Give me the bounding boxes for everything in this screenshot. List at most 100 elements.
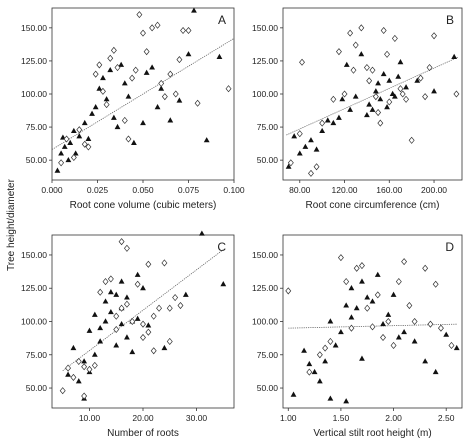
- panel-d: 1.00 1.50 2.00 2.50 50.00 75.00 100.00 125.00 15…: [252, 234, 463, 439]
- diamond-point: [96, 61, 103, 69]
- triangle-point: [369, 106, 376, 112]
- diamond-point: [417, 74, 424, 82]
- panel-letter: A: [218, 13, 226, 27]
- triangle-point: [432, 368, 439, 375]
- triangle-point: [149, 64, 155, 70]
- triangle-point: [89, 110, 95, 116]
- diamond-point: [403, 95, 410, 103]
- diamond-point: [411, 317, 418, 326]
- triangle-point: [70, 127, 77, 134]
- triangle-point: [154, 104, 161, 110]
- diamond-point: [194, 99, 201, 107]
- diamond-point: [391, 34, 398, 42]
- y-tick-label: 50.00: [26, 383, 48, 393]
- x-tick-label: 1.50: [333, 413, 350, 423]
- triangle-point: [97, 338, 104, 344]
- triangle-point: [364, 111, 370, 118]
- triangle-point: [339, 96, 346, 102]
- diamond-point: [118, 304, 125, 312]
- diamond-point: [129, 317, 136, 326]
- diamond-point: [431, 32, 437, 40]
- triangle-point: [324, 117, 331, 123]
- panel-c: 10.00 20.00 30.00 50.00 75.00 100.00 125.00 150…: [21, 230, 235, 439]
- x-axis-title: Root cone circumference (cm): [306, 200, 440, 211]
- triangle-point: [311, 368, 318, 375]
- diamond-point: [375, 108, 382, 117]
- triangle-point: [401, 328, 407, 335]
- triangle-point: [369, 298, 376, 304]
- triangle-point: [364, 294, 371, 300]
- diamond-point: [113, 312, 120, 320]
- triangle-point: [336, 114, 342, 120]
- triangle-point: [347, 106, 354, 112]
- triangle-point: [374, 271, 381, 277]
- diamond-point: [185, 26, 192, 35]
- y-tick-label: 75.00: [257, 122, 279, 132]
- triangle-point: [380, 70, 387, 77]
- triangle-point: [107, 66, 114, 73]
- diamond-point: [149, 24, 156, 32]
- diamond-point: [143, 48, 150, 56]
- triangle-point: [140, 119, 146, 126]
- diamond-point: [58, 159, 65, 167]
- panel-letter: B: [446, 13, 454, 27]
- y-tick-label: 125.00: [21, 56, 47, 66]
- diamond-point: [166, 304, 173, 312]
- triangle-point: [330, 119, 337, 126]
- diamond-point: [103, 101, 110, 109]
- diamond-point: [422, 93, 429, 101]
- triangle-point: [414, 77, 421, 83]
- diamond-point: [313, 163, 320, 171]
- diamond-point: [386, 98, 393, 106]
- triangle-point: [129, 348, 136, 355]
- diamond-point: [81, 140, 88, 148]
- triangle-point: [182, 291, 189, 297]
- diamond-point: [322, 344, 329, 352]
- triangle-point: [343, 61, 350, 67]
- trend-line: [62, 249, 224, 372]
- y-tick-label: 100.00: [252, 89, 278, 99]
- triangle-point: [81, 358, 88, 364]
- diamond-point: [140, 29, 146, 37]
- diamond-point: [308, 169, 314, 177]
- triangle-point: [377, 96, 384, 102]
- diamond-point: [364, 304, 371, 312]
- diamond-point: [132, 66, 139, 74]
- diamond-point: [437, 324, 444, 332]
- diamond-point: [374, 291, 381, 299]
- y-tick-label: 50.00: [257, 155, 279, 165]
- triangle-point: [134, 315, 141, 321]
- y-tick-label: 125.00: [252, 283, 278, 293]
- triangle-point: [86, 327, 93, 333]
- triangle-point: [352, 93, 359, 99]
- y-tick-label: 100.00: [21, 89, 47, 99]
- diamond-point: [453, 90, 460, 98]
- y-tick-label: 125.00: [252, 56, 278, 66]
- diamond-point: [377, 119, 384, 127]
- diamond-point: [125, 135, 132, 143]
- panel-letter: C: [217, 240, 226, 254]
- triangle-point: [91, 351, 98, 357]
- diamond-point: [156, 304, 163, 312]
- y-tick-label: 125.00: [21, 283, 47, 293]
- triangle-point: [443, 331, 450, 337]
- triangle-point: [385, 311, 392, 317]
- triangle-point: [389, 90, 396, 96]
- triangle-point: [92, 104, 99, 110]
- x-tick-label: 80.00: [289, 185, 311, 195]
- diamond-point: [350, 66, 357, 74]
- triangle-point: [185, 51, 192, 57]
- plot-frame: [282, 234, 463, 409]
- triangle-point: [191, 7, 197, 13]
- triangle-point: [431, 88, 437, 94]
- diamond-point: [145, 328, 152, 336]
- diamond-point: [150, 312, 157, 320]
- diamond-point: [107, 275, 114, 283]
- triangle-point: [107, 308, 114, 315]
- triangle-point: [302, 143, 309, 149]
- triangle-point: [359, 355, 365, 361]
- triangle-point: [65, 156, 72, 163]
- triangle-point: [110, 114, 117, 120]
- triangle-point: [91, 311, 98, 317]
- diamond-point: [401, 258, 408, 266]
